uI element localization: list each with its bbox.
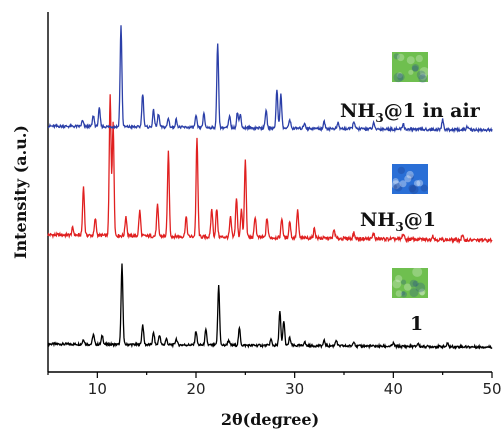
x-axis-title-main: 2θ <box>221 410 243 429</box>
x-tick-label-10: 10 <box>88 380 107 398</box>
x-tick-label-30: 30 <box>285 380 304 398</box>
x-tick-label-20: 20 <box>186 380 205 398</box>
series-label-layer: 1 NH3@1 NH3@1 in air <box>340 52 481 335</box>
series-line-3 <box>47 25 493 134</box>
x-tick-label-50: 50 <box>482 380 501 398</box>
series-line-1 <box>47 263 493 350</box>
series-line-2 <box>47 94 493 244</box>
y-axis-title: Intensity (a.u.) <box>11 125 30 259</box>
sample-photo-1 <box>392 266 428 298</box>
x-tick-label-40: 40 <box>384 380 403 398</box>
series-label-2: NH3@1 <box>360 209 436 234</box>
series-layer <box>47 25 493 350</box>
series-label-3: NH3@1 in air <box>340 100 481 125</box>
sample-photo-3 <box>392 52 430 83</box>
x-axis-title: 2θ(degree) <box>221 410 319 429</box>
sample-photo-2 <box>391 164 428 195</box>
x-axis-title-unit: (degree) <box>243 410 319 429</box>
x-tick-layer: 10 20 30 40 50 <box>47 372 502 398</box>
series-label-1: 1 <box>410 313 423 335</box>
